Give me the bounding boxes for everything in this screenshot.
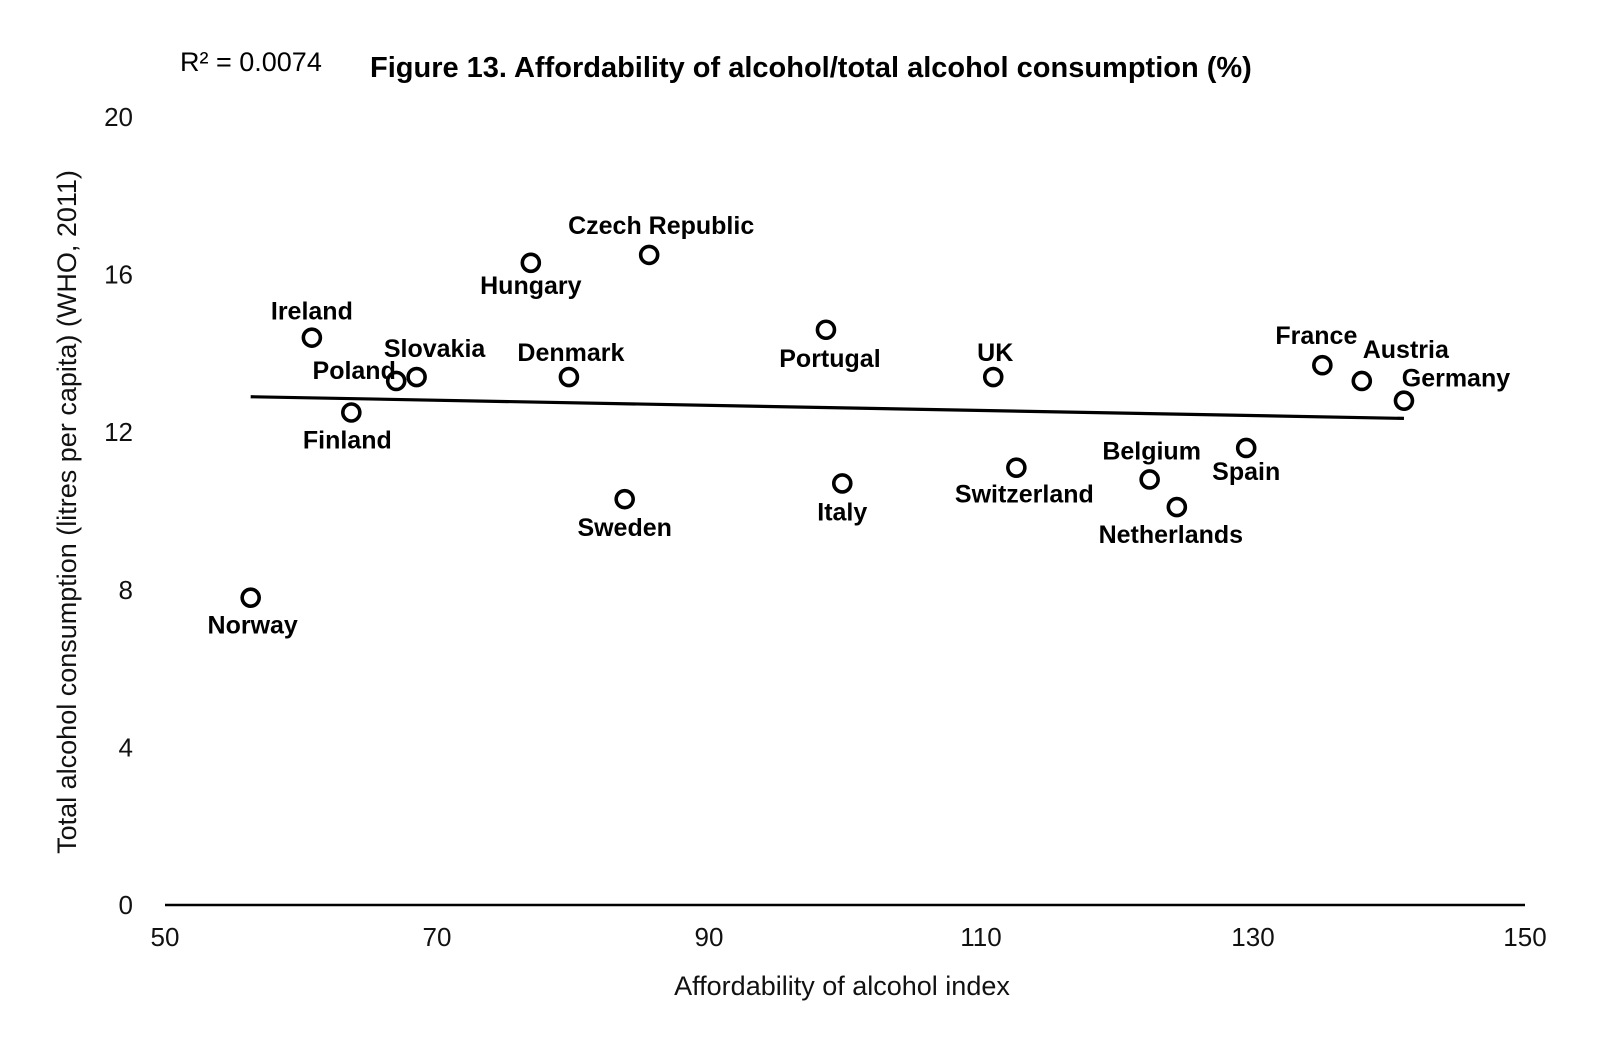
data-point-belgium [1139,469,1160,490]
data-label-slovakia: Slovakia [384,335,487,363]
data-label-czech-republic: Czech Republic [568,212,754,240]
chart-title: Figure 13. Affordability of alcohol/tota… [370,52,1252,84]
data-point-netherlands [1166,496,1188,518]
data-point-spain [1235,437,1257,459]
y-tick-label: 4 [119,732,133,762]
y-tick-label: 8 [119,575,133,605]
data-label-germany: Germany [1402,365,1510,393]
data-points [240,244,1415,608]
data-label-finland: Finland [303,427,392,455]
data-point-poland [385,370,407,392]
data-label-denmark: Denmark [517,339,624,367]
r-squared-annotation: R² = 0.0074 [180,47,322,77]
data-label-spain: Spain [1212,458,1280,486]
x-tick-label: 150 [1503,922,1546,952]
data-label-netherlands: Netherlands [1099,521,1243,549]
y-tick-label: 0 [119,890,133,920]
data-point-denmark [558,366,580,388]
x-tick-label: 110 [960,922,1001,952]
data-point-switzerland [1006,457,1027,478]
x-tick-label: 70 [423,922,452,952]
data-point-slovakia [406,366,427,388]
x-tick-label: 50 [151,922,180,952]
x-axis-tick-labels: 50 70 90 110 130 150 [151,922,1547,952]
data-label-italy: Italy [817,498,867,526]
x-tick-label: 130 [1231,922,1274,952]
y-tick-label: 12 [104,417,133,447]
data-label-ireland: Ireland [271,298,353,326]
data-point-italy [831,473,853,494]
data-point-czech-republic [638,244,660,266]
data-label-norway: Norway [208,612,298,640]
trendline [250,395,1404,421]
data-label-uk: UK [977,339,1013,367]
data-label-belgium: Belgium [1102,437,1201,465]
y-tick-label: 20 [104,102,133,132]
data-point-germany [1393,390,1415,411]
data-label-austria: Austria [1363,336,1450,364]
data-label-france: France [1275,322,1357,350]
data-point-hungary [520,252,542,274]
y-tick-label: 16 [104,260,133,290]
data-label-switzerland: Switzerland [955,481,1094,509]
data-point-finland [341,402,362,423]
y-axis-title: Total alcohol consumption (litres per ca… [52,170,82,854]
y-axis-tick-labels: 0 4 8 12 16 20 [104,102,133,920]
data-point-portugal [815,319,837,341]
data-point-uk [982,366,1004,388]
x-axis-title: Affordability of alcohol index [674,971,1010,1001]
data-label-portugal: Portugal [779,345,880,373]
x-tick-label: 90 [695,922,724,952]
data-label-sweden: Sweden [577,514,671,542]
data-point-sweden [614,488,635,510]
data-point-france [1312,354,1333,376]
data-point-austria [1351,370,1373,392]
data-label-hungary: Hungary [480,272,582,300]
data-label-poland: Poland [313,357,396,385]
data-point-ireland [301,327,323,348]
data-point-norway [240,587,261,608]
